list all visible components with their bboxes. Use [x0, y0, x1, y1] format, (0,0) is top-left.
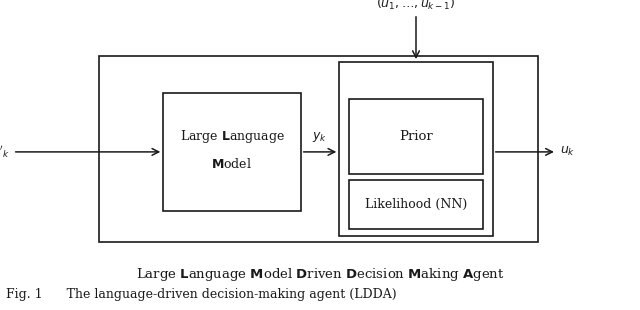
Text: $u_k$: $u_k$: [560, 145, 575, 158]
Bar: [99, 56, 538, 242]
Bar: [163, 93, 301, 211]
Text: Likelihood (NN): Likelihood (NN): [365, 198, 467, 211]
Text: $(u_1, \ldots, u_{k-1})$: $(u_1, \ldots, u_{k-1})$: [376, 0, 456, 12]
Text: $x_k \sim y'_k$: $x_k \sim y'_k$: [0, 143, 10, 161]
Text: Prior: Prior: [399, 130, 433, 143]
Bar: [339, 62, 493, 236]
Bar: [349, 180, 483, 229]
Bar: [349, 99, 483, 174]
Text: $\mathbf{M}$odel: $\mathbf{M}$odel: [211, 157, 253, 171]
Text: $y_k$: $y_k$: [312, 130, 328, 144]
Text: Large $\mathbf{L}$anguage $\mathbf{M}$odel $\mathbf{D}$riven $\mathbf{D}$ecision: Large $\mathbf{L}$anguage $\mathbf{M}$od…: [136, 266, 504, 283]
Text: Fig. 1      The language-driven decision-making agent (LDDA): Fig. 1 The language-driven decision-maki…: [6, 288, 397, 301]
Text: Large $\mathbf{L}$anguage: Large $\mathbf{L}$anguage: [180, 128, 284, 145]
